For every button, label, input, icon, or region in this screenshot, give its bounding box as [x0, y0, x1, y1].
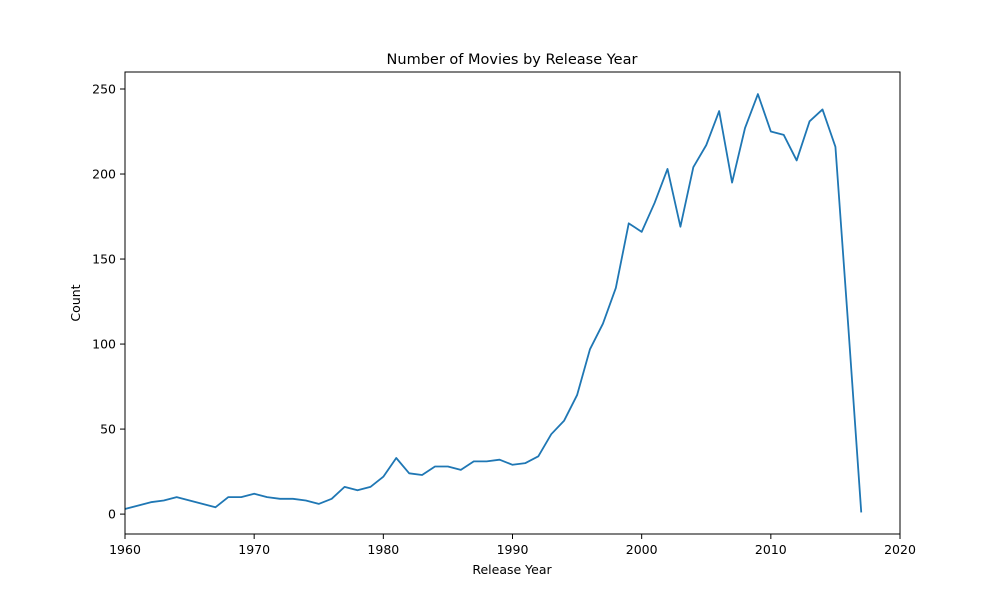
- y-tick-label: 50: [100, 422, 116, 437]
- y-tick-label: 100: [92, 337, 116, 352]
- x-tick-label: 1970: [238, 542, 270, 557]
- y-axis-label: Count: [68, 284, 83, 321]
- x-tick-label: 1990: [497, 542, 529, 557]
- x-tick-label: 1980: [367, 542, 399, 557]
- axis-ticks: 1960 1970 1980 1990 2000 2010 2020 0 50 100 150 200…: [92, 82, 916, 557]
- y-tick-label: 200: [92, 167, 116, 182]
- x-axis-label: Release Year: [472, 562, 552, 577]
- x-tick-label: 1960: [109, 542, 141, 557]
- x-tick-label: 2010: [755, 542, 787, 557]
- y-tick-label: 250: [92, 82, 116, 97]
- x-tick-label: 2020: [884, 542, 916, 557]
- x-tick-label: 2000: [626, 542, 658, 557]
- y-tick-label: 150: [92, 252, 116, 267]
- series-line: [124, 93, 863, 513]
- y-tick-label: 0: [108, 507, 116, 522]
- plot-frame: [124, 71, 901, 535]
- chart-title: Number of Movies by Release Year: [387, 52, 638, 68]
